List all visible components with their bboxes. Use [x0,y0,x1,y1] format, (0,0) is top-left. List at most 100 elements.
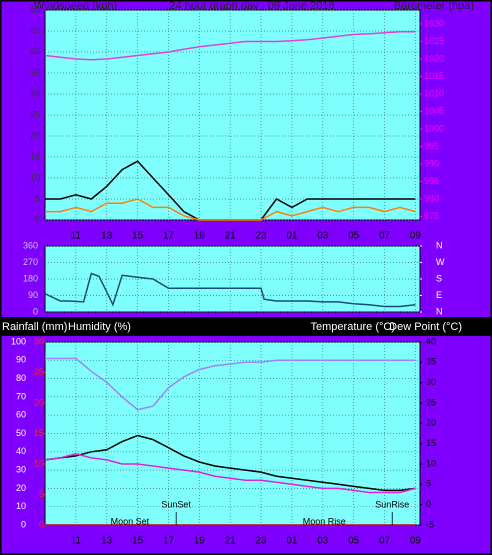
x-tick-label: 19 [194,231,206,242]
y2-tick-label: 1025 [424,36,444,46]
y-tick-label: 360 [23,240,38,250]
x-tick-label: 23 [255,231,267,242]
y-tick-label: 20 [16,483,26,493]
x-tick-label: 03 [317,231,329,242]
y-tick-label: 30 [16,464,26,474]
y-tick-label: 90 [28,290,38,300]
y-tick-label: 0 [21,519,26,529]
series-line [44,30,416,61]
y-tick-label: 50 [30,4,40,14]
y2-tick-label: 15 [426,438,436,448]
y3-tick-label: 20 [34,397,44,407]
y-tick-label: 70 [16,391,26,401]
x-tick-label: 01 [286,536,298,547]
separator [0,317,492,336]
y2-tick-label: W [436,257,445,267]
series-line [45,357,416,411]
y-tick-label: 20 [30,130,40,140]
y-tick-label: 35 [30,67,40,77]
dew-label: Dew Point (°C) [389,321,462,333]
y2-tick-label: 25 [426,397,436,407]
x-tick-label: 13 [101,536,113,547]
y2-tick-label: 40 [426,336,436,346]
x-tick-label: 15 [132,536,144,547]
y-tick-label: 5 [35,193,40,203]
y-tick-label: 40 [30,46,40,56]
y3-tick-label: 0 [39,519,44,529]
y2-tick-label: 995 [424,141,439,151]
y-tick-label: 10 [30,172,40,182]
y2-tick-label: S [436,273,442,283]
y3-tick-label: 25 [34,367,44,377]
y2-tick-label: 10 [426,458,436,468]
y2-tick-label: 975 [424,211,439,221]
y-tick-label: 180 [23,273,38,283]
humidity-label: Humidity (%) [68,321,131,333]
y2-tick-label: 1000 [424,123,444,133]
y-tick-label: 45 [30,25,40,35]
x-tick-label: 09 [410,536,422,547]
x-tick-label: 23 [255,536,267,547]
y2-tick-label: 20 [426,418,436,428]
y-tick-label: 0 [33,306,38,316]
y2-tick-label: 1005 [424,106,444,116]
y2-tick-label: 985 [424,176,439,186]
x-tick-label: 17 [163,536,175,547]
x-tick-label: 13 [101,231,113,242]
y2-tick-label: 1020 [424,53,444,63]
y2-tick-label: 1015 [424,71,444,81]
x-tick-label: 07 [379,536,391,547]
y-tick-label: 15 [30,151,40,161]
y2-tick-label: N [436,240,443,250]
annotation: Moon Rise [303,516,346,526]
series-line [44,272,416,308]
y2-tick-label: 990 [424,158,439,168]
x-tick-label: 15 [132,231,144,242]
y3-tick-label: 5 [39,489,44,499]
y2-tick-label: 5 [426,479,431,489]
baro-label: Barometer (hpa) [394,0,474,12]
x-tick-label: 05 [348,231,360,242]
y2-tick-label: 1030 [424,18,444,28]
y3-tick-label: 15 [34,428,44,438]
y3-tick-label: 10 [34,458,44,468]
series-line [44,434,416,492]
y2-tick-label: 0 [426,499,431,509]
wind-label: Windspeed (kph) [34,0,117,12]
x-tick-label: 11 [71,231,82,242]
y2-tick-label: 35 [426,357,436,367]
x-tick-label: 05 [348,536,360,547]
x-tick-label: 21 [225,536,237,547]
rain-label: Rainfall (mm) [2,321,67,333]
annotation: SunSet [161,499,191,509]
y2-tick-label: 30 [426,377,436,387]
y-tick-label: 60 [16,410,26,420]
x-tick-label: 17 [163,231,175,242]
x-tick-label: 01 [286,231,298,242]
y-tick-label: 90 [16,355,26,365]
y-tick-label: 40 [16,446,26,456]
annotation: SunRise [375,499,409,509]
annotation: Moon Set [111,516,150,526]
y2-tick-label: -5 [426,519,434,529]
x-tick-label: 03 [317,536,329,547]
y-tick-label: 25 [30,109,40,119]
y-tick-label: 10 [16,501,26,511]
y2-tick-label: 1010 [424,88,444,98]
y-tick-label: 80 [16,373,26,383]
series-line [44,453,416,494]
y2-tick-label: 980 [424,193,439,203]
y-tick-label: 270 [23,257,38,267]
x-tick-label: 07 [379,231,391,242]
y2-tick-label: E [436,290,442,300]
y2-tick-label: N [436,306,443,316]
y3-tick-label: 30 [34,336,44,346]
x-tick-label: 21 [225,231,237,242]
x-tick-label: 09 [410,231,422,242]
x-tick-label: 19 [194,536,206,547]
x-tick-label: 11 [71,536,82,547]
y-tick-label: 30 [30,88,40,98]
y-tick-label: 0 [35,214,40,224]
